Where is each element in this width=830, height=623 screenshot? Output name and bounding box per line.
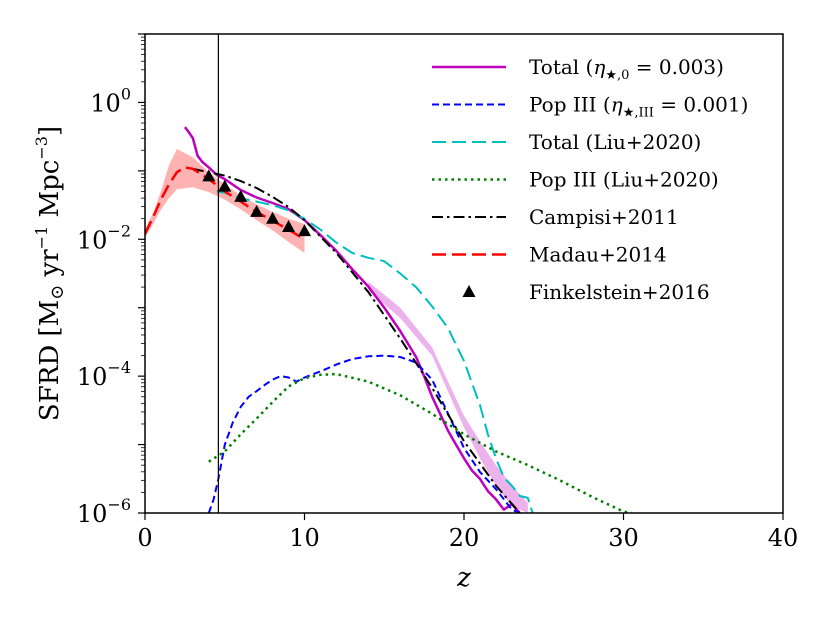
legend-label-total: Total (η★,0 = 0.003) <box>529 55 724 83</box>
y-axis-title: SFRD [M⊙ yr−1 Mpc−3] <box>32 126 68 421</box>
marker-finkelstein <box>234 189 248 202</box>
line-campisi <box>192 167 521 513</box>
legend-label-madau: Madau+2014 <box>529 243 667 267</box>
line-pop3 <box>207 354 521 513</box>
x-tick-label: 0 <box>137 524 152 552</box>
y-tick-label: 10−4 <box>77 358 131 391</box>
x-axis-ticks: 0 10 20 30 40 <box>137 513 798 552</box>
band-madau <box>145 149 305 253</box>
x-tick-label: 10 <box>289 524 320 552</box>
line-total_liu <box>216 190 534 513</box>
legend: Total (η★,0 = 0.003) Pop III (η★,III = 0.… <box>432 55 748 304</box>
marker-finkelstein <box>218 179 232 192</box>
series-lines <box>145 126 632 513</box>
line-pop3_liu <box>208 372 632 513</box>
x-tick-label: 40 <box>768 524 799 552</box>
marker-finkelstein <box>298 224 311 237</box>
x-axis-title: z <box>456 563 471 593</box>
legend-label-pop3_liu: Pop III (Liu+2020) <box>529 168 719 192</box>
x-tick-label: 30 <box>608 524 639 552</box>
legend-label-total_liu: Total (Liu+2020) <box>529 130 701 154</box>
band-total <box>368 281 528 513</box>
line-madau <box>145 166 306 241</box>
marker-finkelstein <box>282 219 296 232</box>
y-tick-label: 100 <box>90 84 131 117</box>
legend-marker-finkelstein <box>462 285 476 297</box>
uncertainty-bands <box>145 149 528 513</box>
legend-label-campisi: Campisi+2011 <box>529 205 679 229</box>
y-axis-ticks: 10−6 10−4 10−2 100 <box>77 33 145 528</box>
line-total <box>183 126 521 513</box>
y-tick-label: 10−2 <box>77 221 131 254</box>
legend-label-finkelstein: Finkelstein+2016 <box>529 280 710 304</box>
y-tick-label: 10−6 <box>77 495 131 528</box>
legend-label-pop3: Pop III (η★,III = 0.001) <box>529 93 748 121</box>
marker-finkelstein <box>202 169 216 182</box>
marker-finkelstein <box>250 204 264 217</box>
marker-finkelstein <box>266 211 280 224</box>
x-tick-label: 20 <box>449 524 480 552</box>
finkelstein-markers <box>202 169 311 237</box>
